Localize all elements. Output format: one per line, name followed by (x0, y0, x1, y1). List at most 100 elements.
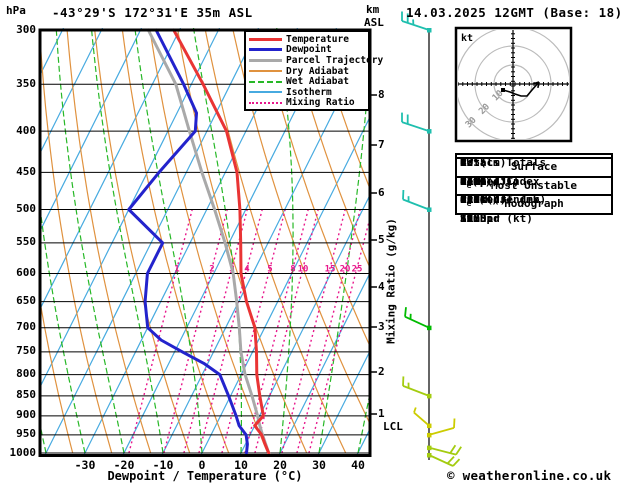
legend-label: Dry Adiabat (286, 65, 349, 77)
temperature-curve (172, 28, 271, 455)
temperature-tick-label: -30 (74, 458, 96, 472)
stats-label: CAPE (J) (460, 193, 513, 207)
pressure-tick-label: 350 (16, 76, 36, 90)
legend-item: Dewpoint (249, 44, 366, 56)
wind-barb-column (401, 11, 462, 467)
pressure-tick-label: 900 (16, 408, 36, 422)
x-axis-title: Dewpoint / Temperature (°C) (107, 469, 303, 483)
pressure-tick-label: 550 (16, 235, 36, 249)
pressure-tick-label: 700 (16, 320, 36, 334)
stats-label: SREH (460, 211, 487, 225)
pressure-tick-label: 800 (16, 367, 36, 381)
pressure-tick-label: 500 (16, 202, 36, 215)
mixing-ratio-value-label: 15 (325, 265, 336, 275)
legend-label: Wet Adiabat (286, 76, 349, 88)
legend-item: Temperature (249, 34, 366, 45)
stats-label: Lifted Index (460, 174, 540, 188)
stats-section-header: Most Unstable (490, 178, 578, 192)
stats-label: CAPE (J) (460, 174, 513, 188)
legend-label: Isotherm (286, 86, 332, 98)
hodograph-trace (502, 81, 540, 97)
pressure-tick-label: 750 (16, 344, 36, 358)
stats-value: 17.1 (460, 174, 487, 188)
stats-label: Temp (°C) (460, 174, 520, 188)
altitude-tick-label: 4 (378, 280, 385, 293)
stats-label: CIN (J) (460, 193, 507, 207)
temperature-tick-label: 40 (351, 458, 365, 472)
temperature-tick-label: 0 (198, 458, 206, 472)
stats-value: 42 (460, 156, 474, 169)
stats-section: K 0 Totals Totals 42 PW (cm) 1.55 (455, 153, 613, 169)
station-title: -43°29'S 172°31'E 35m ASL (52, 5, 253, 20)
stats-label: θe(K) (460, 174, 492, 190)
stats-label: Pressure (mb) (460, 193, 547, 207)
legend-swatch-thick (249, 58, 282, 62)
temperature-tick-label: 10 (234, 458, 248, 472)
stats-value: -23 (460, 211, 480, 225)
legend-swatch-thin (249, 70, 282, 73)
pressure-tick-label: 650 (16, 294, 36, 308)
altitude-tick-label: 1 (378, 407, 385, 420)
stats-section: Surface Temp (°C) 17.1 Dewp (°C) 11.4 θe(K) 31… (455, 157, 613, 190)
pressure-tick-label: 400 (16, 123, 36, 137)
stats-value: 0 (460, 174, 467, 188)
altitude-unit-km: km (366, 3, 380, 16)
stats-label: Lifted Index (460, 193, 540, 207)
mixing-ratio-value-label: 25 (352, 265, 363, 275)
stats-value: 1011 (460, 193, 487, 207)
pressure-tick-label: 950 (16, 427, 36, 441)
mixing-ratio-value-label: 2 (209, 265, 214, 275)
pressure-tick-label: 600 (16, 266, 36, 279)
stats-panel: K 0 Totals Totals 42 PW (cm) 1.55 Surface Temp … (455, 153, 613, 225)
stats-value: 313 (460, 174, 480, 188)
legend-item: Wet Adiabat (249, 76, 366, 87)
stats-value: 310° (460, 211, 487, 225)
dewpoint-curve (127, 28, 249, 455)
stats-label: EH (460, 211, 474, 225)
mixing-ratio-value-label: 1 (174, 265, 179, 275)
stats-label: Dewp (°C) (460, 174, 520, 188)
stats-label: θe (K) (460, 193, 498, 209)
legend-swatch-dashed (249, 80, 282, 83)
datetime-title: 14.03.2025 12GMT (Base: 18) (406, 5, 623, 20)
stats-value: 11.4 (460, 174, 487, 188)
temperature-tick-label: -20 (113, 458, 135, 472)
legend-item: Isotherm (249, 87, 366, 98)
stats-label: K (460, 156, 467, 169)
altitude-tick-label: 5 (378, 233, 385, 246)
mixing-ratio-value-label: 4 (244, 265, 250, 275)
legend-label: Parcel Trajectory (286, 54, 384, 66)
mixing-ratio-value-label: 5 (267, 265, 272, 275)
legend-swatch-dotted (249, 101, 282, 104)
stats-label: CIN (J) (460, 174, 507, 188)
stats-section-header: Surface (510, 160, 558, 173)
lcl-label: LCL (383, 420, 403, 433)
copyright: © weatheronline.co.uk (447, 468, 612, 483)
pressure-axis-unit: hPa (6, 4, 26, 17)
stats-section: Hodograph EH -23 SREH 15 StmDir 310° StmSpd (kt… (455, 194, 613, 225)
legend-label: Dewpoint (286, 44, 332, 56)
stats-label: StmDir (460, 211, 500, 225)
legend-item: Parcel Trajectory (249, 55, 383, 66)
legend-swatch-thin (249, 91, 282, 94)
temperature-tick-label: 30 (312, 458, 326, 472)
mixing-ratio-value-label: 20 (340, 265, 351, 275)
mixing-ratio-axis-title: Mixing Ratio (g/kg) (384, 218, 398, 344)
stats-value: 0 (460, 174, 467, 188)
legend-label: Mixing Ratio (286, 97, 355, 109)
temperature-tick-label: 20 (273, 458, 287, 472)
stats-value: 0 (460, 193, 467, 207)
stats-section-header: Hodograph (504, 197, 564, 211)
stats-value: 10 (460, 211, 474, 225)
altitude-tick-label: 2 (378, 365, 385, 378)
altitude-unit-asl: ASL (364, 16, 384, 29)
pressure-tick-label: 850 (16, 388, 36, 402)
pressure-tick-label: 300 (16, 22, 36, 36)
stats-value: 0 (460, 156, 467, 169)
mixing-ratio-value-label: 10 (298, 265, 309, 275)
legend-item: Dry Adiabat (249, 66, 366, 77)
legend-swatch-thick (249, 37, 282, 41)
pressure-tick-label: 1000 (9, 445, 37, 459)
